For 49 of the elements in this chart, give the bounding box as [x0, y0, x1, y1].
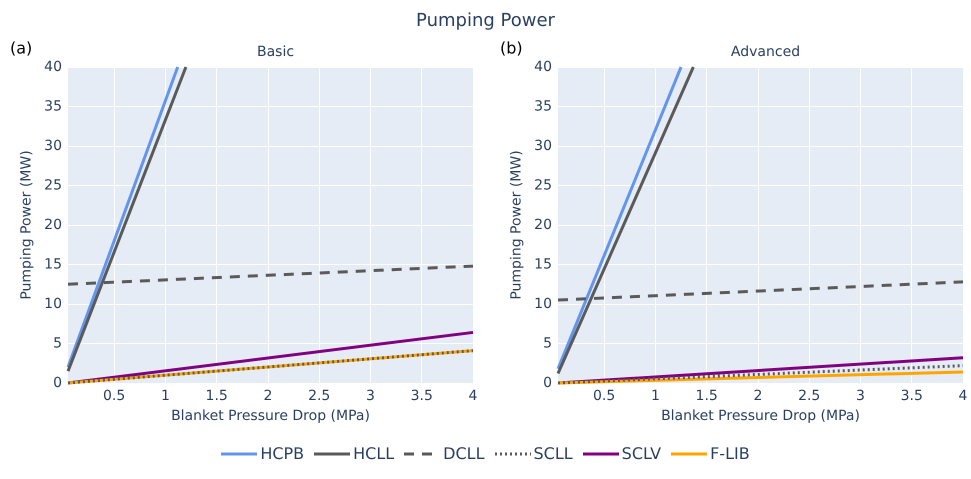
- y-tick-label: 35: [534, 98, 552, 114]
- y-tick-label: 30: [534, 138, 552, 154]
- x-tick-label: 1: [160, 388, 170, 404]
- x-tick-label: 1.5: [696, 388, 718, 404]
- y-tick-label: 30: [44, 138, 62, 154]
- x-axis-title: Blanket Pressure Drop (MPa): [171, 408, 370, 424]
- y-tick-label: 0: [53, 375, 62, 391]
- x-tick-label: 2.5: [308, 388, 330, 404]
- y-tick-label: 15: [534, 256, 552, 272]
- x-tick-label: 2: [263, 388, 272, 404]
- y-axis-title: Pumping Power (MW): [18, 150, 34, 300]
- chart-title: Basic: [256, 44, 294, 60]
- legend-label: SCLV: [622, 444, 662, 463]
- text: (a): [10, 38, 32, 58]
- y-tick-label: 10: [534, 296, 552, 312]
- x-tick-label: 3.5: [410, 388, 433, 404]
- x-tick-label: 3: [366, 388, 375, 404]
- y-tick-label: 20: [534, 217, 552, 233]
- y-tick-label: 40: [44, 59, 62, 75]
- legend-label: HCPB: [260, 444, 304, 463]
- x-tick-label: 2: [753, 388, 762, 404]
- y-tick-label: 20: [44, 217, 62, 233]
- y-tick-label: 10: [44, 296, 62, 312]
- x-tick-label: 3: [856, 388, 865, 404]
- text: (b): [500, 38, 523, 58]
- y-axis-title: Pumping Power (MW): [508, 150, 524, 300]
- x-tick-label: 4: [468, 388, 478, 404]
- x-tick-label: 3.5: [900, 388, 923, 404]
- y-tick-label: 15: [44, 256, 62, 272]
- legend-label: HCLL: [353, 444, 394, 463]
- x-tick-label: 1.5: [206, 388, 228, 404]
- y-tick-label: 25: [44, 178, 62, 194]
- x-tick-label: 2.5: [798, 388, 820, 404]
- x-tick-label: 1: [650, 388, 660, 404]
- y-tick-label: 0: [543, 375, 552, 391]
- y-tick-label: 40: [534, 59, 552, 75]
- x-axis-title: Blanket Pressure Drop (MPa): [661, 408, 860, 424]
- x-tick-label: 0.5: [593, 388, 616, 404]
- x-tick-label: 0.5: [103, 388, 126, 404]
- legend-label: F-LIB: [710, 444, 750, 463]
- chart-title: Advanced: [730, 44, 800, 60]
- legend-label: DCLL: [443, 444, 484, 463]
- y-tick-label: 5: [53, 336, 62, 352]
- y-tick-label: 25: [534, 178, 552, 194]
- text: Pumping Power: [415, 10, 556, 31]
- legend-label: SCLL: [534, 444, 573, 463]
- x-tick-label: 4: [958, 388, 968, 404]
- y-tick-label: 5: [543, 336, 552, 352]
- y-tick-label: 35: [44, 98, 62, 114]
